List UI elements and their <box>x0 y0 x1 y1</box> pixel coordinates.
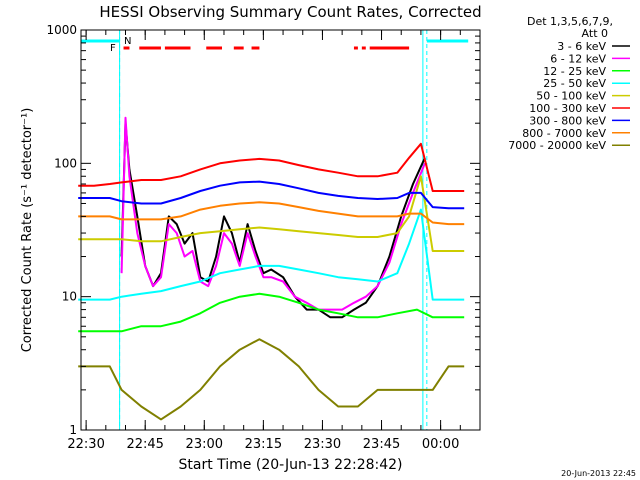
legend-header-attenuator: Att 0 <box>582 27 608 40</box>
x-tick-label: 22:30 <box>67 437 104 452</box>
series-line-6 <box>78 180 465 210</box>
series-line-4 <box>78 175 465 252</box>
footer-date: 20-Jun-2013 22:45 <box>561 469 636 478</box>
legend-label-3: 25 - 50 keV <box>543 77 606 90</box>
legend-label-5: 100 - 300 keV <box>529 102 606 115</box>
legend-label-4: 50 - 100 keV <box>536 90 606 103</box>
flag-bars: FN <box>81 36 469 54</box>
legend-header-detectors: Det 1,3,5,6,7,9, <box>527 15 613 28</box>
series-line-3 <box>78 208 465 301</box>
y-tick-label: 1000 <box>46 23 77 37</box>
night-shading <box>119 30 428 430</box>
y-tick-label: 100 <box>54 156 77 170</box>
x-tick-label: 23:30 <box>304 437 341 452</box>
plot-frame <box>80 29 481 431</box>
night-flag-label: N <box>124 36 131 47</box>
legend-label-2: 12 - 25 keV <box>543 65 606 78</box>
series-line-2 <box>78 292 465 333</box>
x-tick-label: 23:15 <box>245 437 282 452</box>
x-tick-label: 23:45 <box>363 437 400 452</box>
x-tick-label: 00:00 <box>422 437 459 452</box>
legend-label-0: 3 - 6 keV <box>557 40 606 53</box>
axis-ticks: 1 10 100 1000 22:30 22:45 23:00 23:15 23:30 23:45… <box>46 23 481 452</box>
y-tick-label: 10 <box>62 290 77 304</box>
legend-label-1: 6 - 12 keV <box>550 52 606 65</box>
y-tick-label: 1 <box>69 423 77 437</box>
x-axis-label: Start Time (20-Jun-13 22:28:42) <box>179 457 403 473</box>
series-line-0 <box>120 122 426 319</box>
series-lines <box>78 116 465 421</box>
series-line-5 <box>78 142 465 192</box>
chart-title: HESSI Observing Summary Count Rates, Cor… <box>99 3 481 21</box>
series-line-8 <box>78 338 465 421</box>
legend-label-6: 300 - 800 keV <box>529 114 606 127</box>
x-tick-label: 23:00 <box>186 437 223 452</box>
legend-label-7: 800 - 7000 keV <box>522 127 606 140</box>
y-axis-label: Corrected Count Rate (s⁻¹ detector⁻¹) <box>20 108 35 353</box>
legend-label-8: 7000 - 20000 keV <box>508 139 606 152</box>
flare-flag-label: F <box>110 43 116 54</box>
series-line-7 <box>78 201 465 226</box>
series-line-1 <box>120 116 426 311</box>
x-tick-label: 22:45 <box>126 437 163 452</box>
